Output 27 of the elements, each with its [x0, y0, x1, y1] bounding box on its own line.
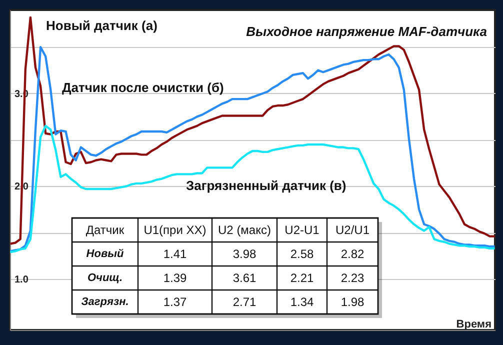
annotation: 2.21: [290, 271, 314, 285]
annotation: U1(при XX): [144, 223, 206, 237]
annotation: 3.98: [232, 247, 256, 261]
annotation: 1.41: [163, 247, 187, 261]
annotation: U2-U1: [284, 223, 320, 237]
line-series: [10, 16, 495, 245]
series-label: Датчик после очистки (б): [62, 80, 224, 95]
annotation: U2 (макс): [218, 223, 271, 237]
annotation: 2.58: [290, 247, 314, 261]
y-tick-label: 1.0: [14, 274, 29, 286]
series-label: Новый датчик (а): [46, 18, 158, 33]
annotation: 2.82: [340, 247, 364, 261]
annotation: 3.61: [232, 271, 256, 285]
annotation: 2.23: [340, 271, 364, 285]
annotation: Очищ.: [87, 272, 123, 284]
annotation: 2.71: [232, 295, 256, 309]
annotation: Загрязн.: [81, 296, 129, 308]
annotation: 1.34: [290, 295, 314, 309]
text: Выходное напряжение MAF-датчика: [246, 24, 487, 39]
annotation: Новый: [86, 248, 124, 260]
annotation: 1.98: [340, 295, 364, 309]
series-label: Загрязненный датчик (в): [186, 178, 346, 193]
annotation: U2/U1: [335, 223, 370, 237]
x-axis-title: Время: [456, 318, 492, 330]
annotation: 1.37: [163, 295, 187, 309]
annotation: Датчик: [86, 223, 125, 237]
annotation: 1.39: [163, 271, 187, 285]
